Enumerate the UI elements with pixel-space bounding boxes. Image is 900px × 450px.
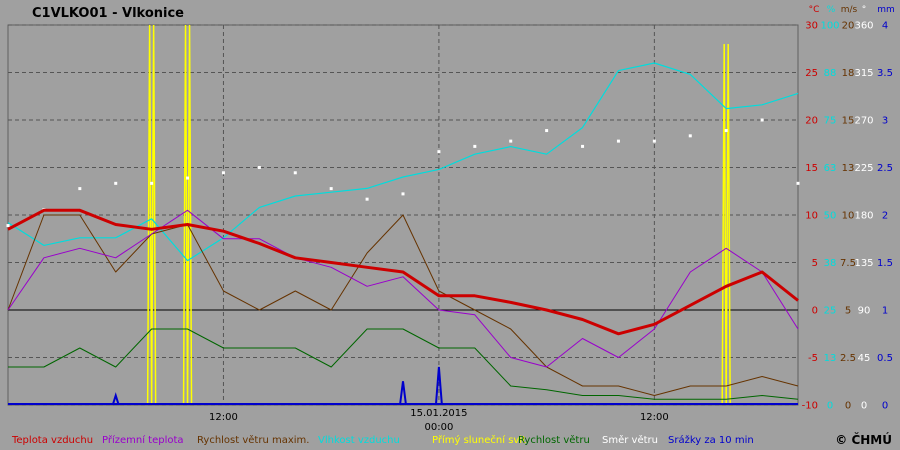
y-tick-label: 180 xyxy=(854,211,873,222)
ground-temp-line xyxy=(7,209,799,368)
axis-unit: % xyxy=(827,5,836,15)
y-tick-label: 15 xyxy=(805,163,818,174)
x-date-label: 15.01.2015 xyxy=(410,408,467,419)
wind-direction-point xyxy=(329,187,333,191)
y-tick-label: 20 xyxy=(842,21,855,32)
precip-mark xyxy=(111,392,120,406)
y-tick-label: 3.5 xyxy=(877,68,893,79)
y-tick-label: 0 xyxy=(812,306,818,317)
y-tick-label: 30 xyxy=(805,21,818,32)
y-tick-label: 315 xyxy=(854,68,873,79)
wind-direction-point xyxy=(186,176,190,180)
wind-direction-point xyxy=(221,171,225,175)
wind-direction-point xyxy=(796,181,800,185)
wind-direction-point xyxy=(724,129,728,133)
wind-direction-point xyxy=(688,134,692,138)
legend-item: Rychlost větru xyxy=(518,434,590,446)
y-tick-label: 0 xyxy=(827,401,833,412)
y-tick-label: 360 xyxy=(854,21,873,32)
precip-mark xyxy=(399,381,407,406)
y-tick-label: 10 xyxy=(842,211,855,222)
y-tick-label: 1.5 xyxy=(877,258,893,269)
copyright-text: © ČHMÚ xyxy=(835,432,892,447)
y-tick-label: 20 xyxy=(805,116,818,127)
wind-direction-point xyxy=(6,224,10,228)
x-tick-label: 12:00 xyxy=(209,412,238,423)
legend-item: Rychlost větru maxim. xyxy=(197,434,309,446)
legend-item: Přízemní teplota xyxy=(102,434,184,446)
wind-line xyxy=(8,328,799,400)
y-tick-label: 0 xyxy=(882,401,888,412)
wind-direction-point xyxy=(473,144,477,148)
wind-direction-point xyxy=(365,197,369,201)
axis-unit: ° xyxy=(862,5,867,15)
y-tick-label: 2.5 xyxy=(877,163,893,174)
y-tick-label: 45 xyxy=(858,353,871,364)
wind-direction-point xyxy=(401,192,405,196)
wind-direction-point xyxy=(509,139,513,143)
axis-unit: m/s xyxy=(841,5,858,15)
wind-direction-point xyxy=(78,187,82,191)
x-tick-label: 00:00 xyxy=(424,422,453,433)
y-tick-label: 0 xyxy=(845,401,851,412)
y-tick-label: 100 xyxy=(820,21,839,32)
y-tick-label: 4 xyxy=(882,21,888,32)
y-tick-label: 38 xyxy=(824,258,837,269)
y-tick-label: 13 xyxy=(824,353,837,364)
y-tick-label: 88 xyxy=(824,68,837,79)
y-tick-label: 25 xyxy=(824,306,837,317)
y-tick-label: 7.5 xyxy=(840,258,856,269)
x-tick-label: 12:00 xyxy=(640,412,669,423)
y-tick-label: 15 xyxy=(842,116,855,127)
precip-mark xyxy=(434,366,443,406)
axis-unit: mm xyxy=(877,5,895,15)
y-tick-label: 0.5 xyxy=(877,353,893,364)
y-tick-label: 2 xyxy=(882,211,888,222)
y-tick-label: 3 xyxy=(882,116,888,127)
y-tick-label: 18 xyxy=(842,68,855,79)
y-tick-label: 225 xyxy=(854,163,873,174)
y-tick-label: 5 xyxy=(845,306,851,317)
humidity-line xyxy=(7,62,799,262)
y-tick-label: 0 xyxy=(861,401,867,412)
wind-direction-point xyxy=(150,181,154,185)
wind-direction-point xyxy=(293,171,297,175)
legend-item: Přímý sluneční svit xyxy=(432,434,526,446)
y-tick-label: 50 xyxy=(824,211,837,222)
legend-item: Srážky za 10 min xyxy=(668,434,754,446)
wind-direction-point xyxy=(652,139,656,143)
legend-item: Vlhkost vzduchu xyxy=(318,435,400,446)
wind-direction-point xyxy=(257,166,261,169)
legend-item: Směr větru xyxy=(602,434,658,446)
y-tick-label: 2.5 xyxy=(840,353,856,364)
wind-direction-point xyxy=(760,118,764,122)
y-tick-label: 10 xyxy=(805,211,818,222)
y-tick-label: 90 xyxy=(858,306,871,317)
y-tick-label: 75 xyxy=(824,116,837,127)
y-tick-label: 25 xyxy=(805,68,818,79)
legend-item: Teplota vzduchu xyxy=(11,435,93,446)
y-tick-label: 270 xyxy=(854,116,873,127)
y-tick-label: 63 xyxy=(824,163,837,174)
y-tick-label: 1 xyxy=(882,306,888,317)
wind-direction-point xyxy=(114,181,118,185)
y-tick-label: 135 xyxy=(854,258,873,269)
y-tick-label: 13 xyxy=(842,163,855,174)
y-tick-label: -5 xyxy=(808,353,818,364)
wind-direction-point xyxy=(545,129,549,133)
y-tick-label: 5 xyxy=(812,258,818,269)
wind-direction-point xyxy=(437,150,441,154)
axis-unit: °C xyxy=(809,5,820,15)
y-tick-label: -10 xyxy=(802,401,818,412)
air-temp-line xyxy=(7,208,799,336)
chart-title: C1VLKO01 - Vlkonice xyxy=(32,6,184,21)
wind-direction-point xyxy=(581,144,585,148)
wind-direction-point xyxy=(616,139,620,143)
wind-max-line xyxy=(7,214,799,396)
